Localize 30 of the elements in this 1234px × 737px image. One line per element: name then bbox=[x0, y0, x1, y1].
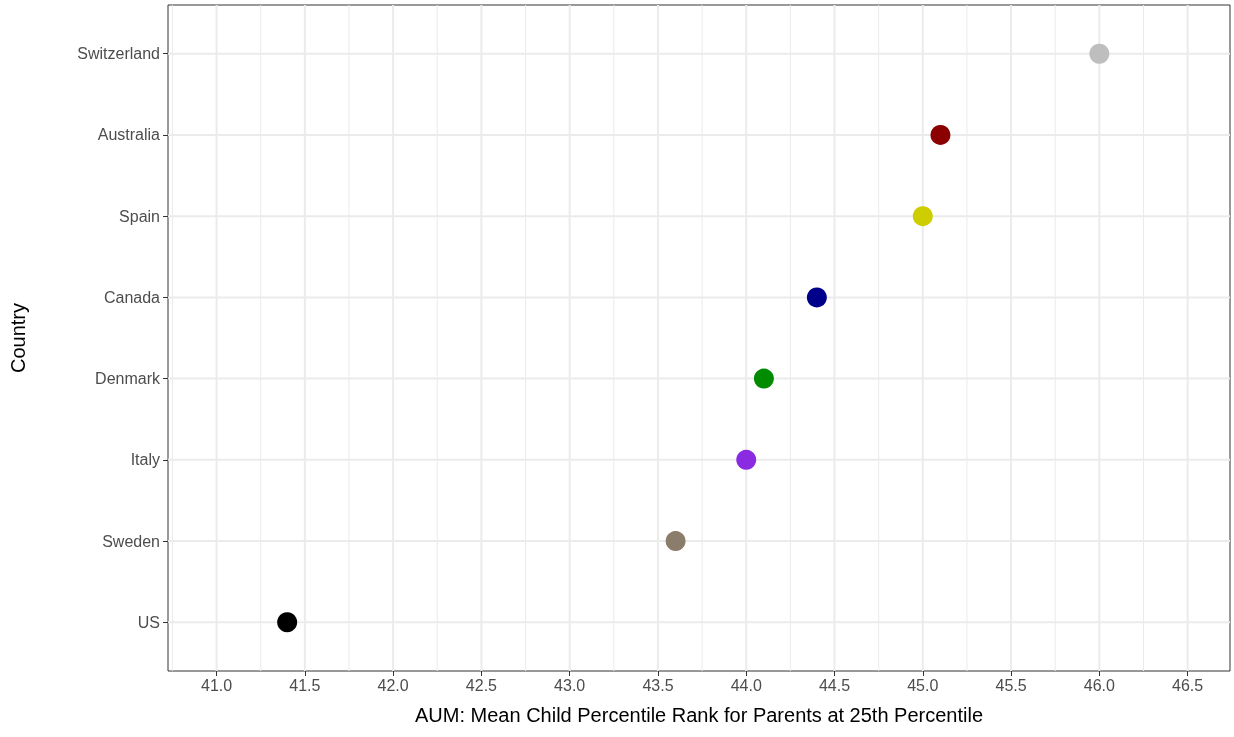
point bbox=[930, 124, 951, 145]
y-tick-label: Sweden bbox=[102, 532, 160, 550]
x-tick-label: 41.0 bbox=[200, 676, 233, 694]
x-tick-label: 44.0 bbox=[730, 676, 762, 694]
x-tick-label: 46.0 bbox=[1083, 676, 1116, 694]
y-tick-label: Canada bbox=[103, 288, 161, 306]
point bbox=[277, 612, 298, 633]
y-tick-label: Denmark bbox=[95, 370, 161, 388]
point bbox=[665, 531, 686, 552]
x-tick-label: 45.5 bbox=[995, 676, 1027, 694]
x-tick-label: 45.0 bbox=[907, 676, 939, 694]
x-tick-label: 42.5 bbox=[465, 676, 498, 694]
x-tick-label: 43.0 bbox=[554, 676, 586, 694]
x-tick-label: 43.5 bbox=[642, 676, 674, 694]
x-tick-label: 46.5 bbox=[1172, 676, 1204, 694]
x-tick-label: 41.5 bbox=[289, 676, 321, 694]
point bbox=[912, 206, 933, 227]
y-tick-label: Italy bbox=[130, 451, 160, 469]
point bbox=[1089, 43, 1110, 64]
y-tick-label: US bbox=[137, 613, 160, 631]
y-tick-label: Spain bbox=[119, 207, 160, 225]
x-tick-label: 42.0 bbox=[377, 676, 409, 694]
y-tick-label: Switzerland bbox=[77, 45, 160, 63]
point bbox=[736, 449, 757, 470]
y-axis-title: Country bbox=[7, 302, 29, 374]
point bbox=[806, 287, 827, 308]
y-tick-label: Australia bbox=[97, 126, 161, 144]
x-tick-label: 44.5 bbox=[818, 676, 851, 694]
x-axis-title: AUM: Mean Child Percentile Rank for Parents at 25th Percentile bbox=[414, 704, 984, 726]
point bbox=[753, 368, 774, 389]
